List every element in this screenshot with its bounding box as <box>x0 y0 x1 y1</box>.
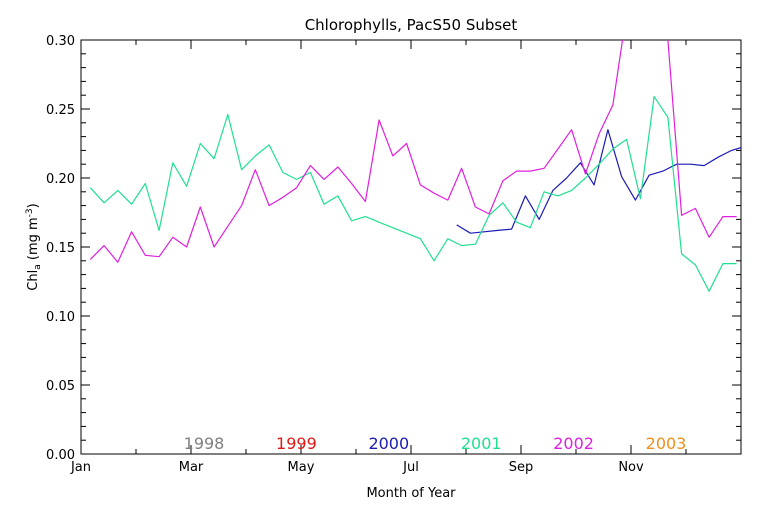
y-tick-label: 0.30 <box>46 34 75 49</box>
legend: 1998 1999 2000 2001 2002 2003 <box>184 434 687 453</box>
y-axis-label: Chla (mg m-3) <box>25 203 43 290</box>
legend-item-1998: 1998 <box>184 434 225 453</box>
legend-item-2003: 2003 <box>646 434 687 453</box>
x-axis-label: Month of Year <box>366 486 456 501</box>
legend-item-2001: 2001 <box>461 434 502 453</box>
x-tick-label: Nov <box>618 460 644 475</box>
y-tick-label: 0.10 <box>46 310 75 325</box>
y-axis: 0.00 0.05 0.10 0.15 0.20 0.25 0.30 <box>46 34 741 463</box>
series-line-2002 <box>89 40 737 263</box>
y-axis-label-units-close: ) <box>26 203 41 208</box>
x-tick-label: Jan <box>70 460 91 475</box>
legend-item-2000: 2000 <box>368 434 409 453</box>
x-tick-label: Sep <box>509 460 534 475</box>
x-tick-label: May <box>288 460 315 475</box>
plot-frame <box>80 39 742 455</box>
legend-item-2002: 2002 <box>553 434 594 453</box>
x-tick-label: Jul <box>402 460 419 475</box>
chart-title: Chlorophylls, PacS50 Subset <box>305 16 518 34</box>
y-tick-label: 0.25 <box>46 103 75 118</box>
y-axis-label-superscript: -3 <box>25 208 35 217</box>
series-line-2000 <box>456 129 741 234</box>
y-axis-label-units: (mg m <box>26 217 41 264</box>
y-tick-label: 0.20 <box>46 172 75 187</box>
legend-item-1999: 1999 <box>276 434 317 453</box>
series-line-2001 <box>89 95 737 292</box>
x-tick-label: Mar <box>179 460 204 475</box>
x-axis: Jan Mar May Jul Sep Nov <box>70 40 742 475</box>
y-tick-label: 0.00 <box>46 448 75 463</box>
y-tick-label: 0.05 <box>46 379 75 394</box>
y-tick-label: 0.15 <box>46 241 75 256</box>
y-axis-label-main: Chl <box>26 270 41 291</box>
series-layer <box>89 40 741 292</box>
y-axis-label-subscript: a <box>33 264 43 270</box>
